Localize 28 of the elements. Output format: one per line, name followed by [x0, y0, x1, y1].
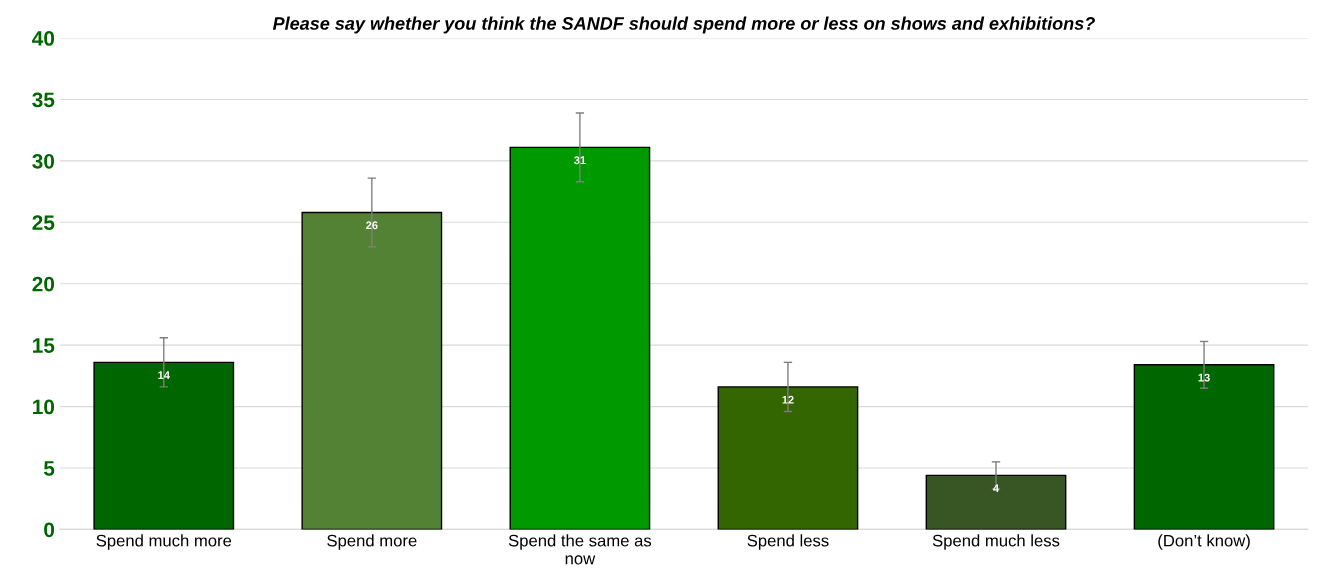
x-tick-label: (Don’t know): [1158, 534, 1250, 550]
x-tick-label: Spend more: [327, 534, 417, 550]
bar: [1133, 364, 1275, 530]
y-tick-label: 30: [32, 153, 55, 169]
data-label: 4: [993, 484, 1000, 493]
bar: [717, 386, 859, 530]
y-tick-label: 35: [32, 92, 55, 108]
y-tick-label: 5: [43, 461, 55, 476]
data-label: 13: [1198, 373, 1210, 382]
data-label: 31: [573, 156, 586, 165]
data-label: 26: [366, 221, 378, 230]
x-tick-label: Spend much more: [96, 534, 232, 550]
bar: [509, 146, 651, 530]
x-tick-label: Spend less: [747, 534, 829, 550]
x-tick-label: Spend the same as now: [508, 534, 652, 565]
data-label: 14: [158, 371, 170, 379]
y-tick-label: 25: [32, 215, 55, 231]
bar: [925, 474, 1067, 530]
y-tick-label: 40: [32, 31, 55, 46]
y-tick-label: 10: [33, 399, 55, 415]
data-label: 12: [782, 395, 794, 404]
bar: [301, 211, 443, 530]
chart-title: Please say whether you think the SANDF should spend more or less on shows and exhibitions?: [272, 16, 1095, 34]
x-tick-label: Spend much less: [932, 534, 1060, 550]
bar: [93, 361, 235, 530]
y-tick-label: 0: [44, 522, 55, 538]
y-tick-label: 15: [33, 338, 55, 353]
y-tick-label: 20: [32, 276, 55, 292]
